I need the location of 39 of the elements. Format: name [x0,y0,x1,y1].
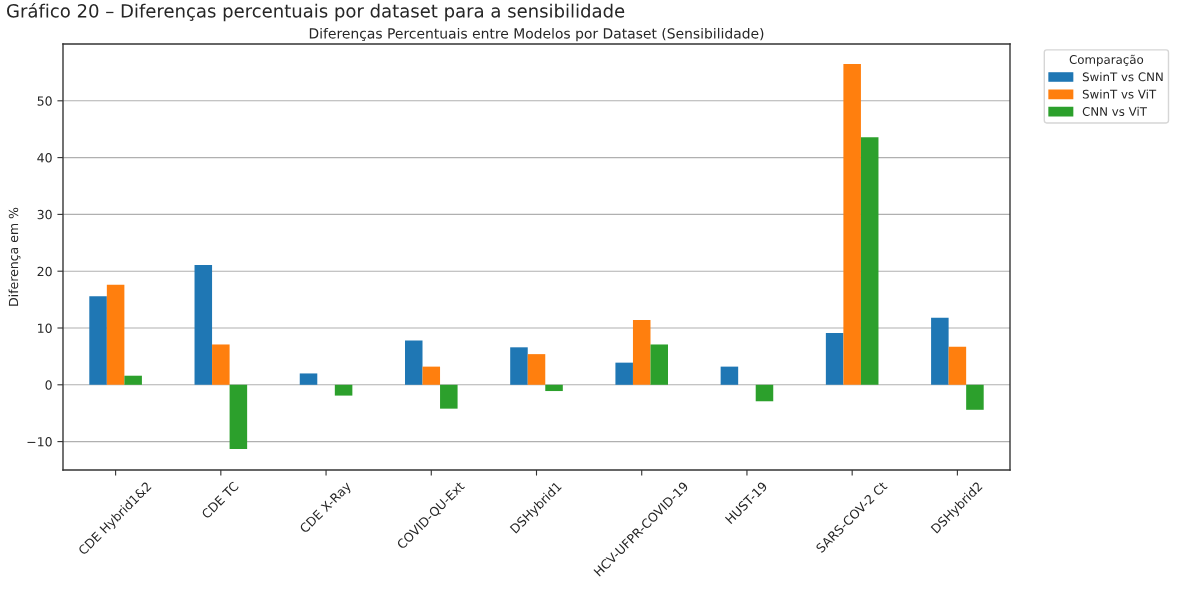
bar [755,384,774,402]
bar [966,384,984,410]
bar [422,366,441,385]
bar [299,373,318,385]
bar [229,384,248,449]
bar [632,320,651,385]
bar [334,384,353,396]
y-tick-label: 50 [37,96,52,106]
bar [825,333,844,385]
bar [615,362,633,385]
y-tick-label: −10 [27,437,52,447]
bar [106,284,125,385]
bar [440,384,458,409]
y-axis-title: Diferença em % [8,207,21,306]
legend-label: SwinT vs CNN [1082,72,1163,82]
y-tick-label: 0 [45,380,52,390]
bar [404,340,423,385]
bar [948,346,967,385]
bar [212,344,230,385]
legend-title: Comparação [1069,54,1144,67]
bar [89,296,107,385]
bar [194,264,213,385]
bar [124,375,142,385]
bar [527,354,546,385]
y-tick-label: 40 [37,153,52,163]
y-tick-label: 10 [38,323,52,333]
chart-title: Diferenças Percentuais entre Modelos por Dataset (Sensibilidade) [309,27,764,42]
bar [860,137,879,385]
bar [650,344,669,385]
bar [510,347,528,385]
legend-label: CNN vs ViT [1082,106,1147,116]
text: Gráfico 20 – Diferenças percentuais por dataset para a sensibilidade [7,2,625,22]
y-tick-label: 20 [37,266,52,277]
y-tick-label: 30 [37,209,52,220]
bar [720,366,739,385]
legend-label: SwinT vs ViT [1082,89,1157,99]
bar [545,384,563,392]
bar [843,63,861,385]
bar [931,317,949,385]
